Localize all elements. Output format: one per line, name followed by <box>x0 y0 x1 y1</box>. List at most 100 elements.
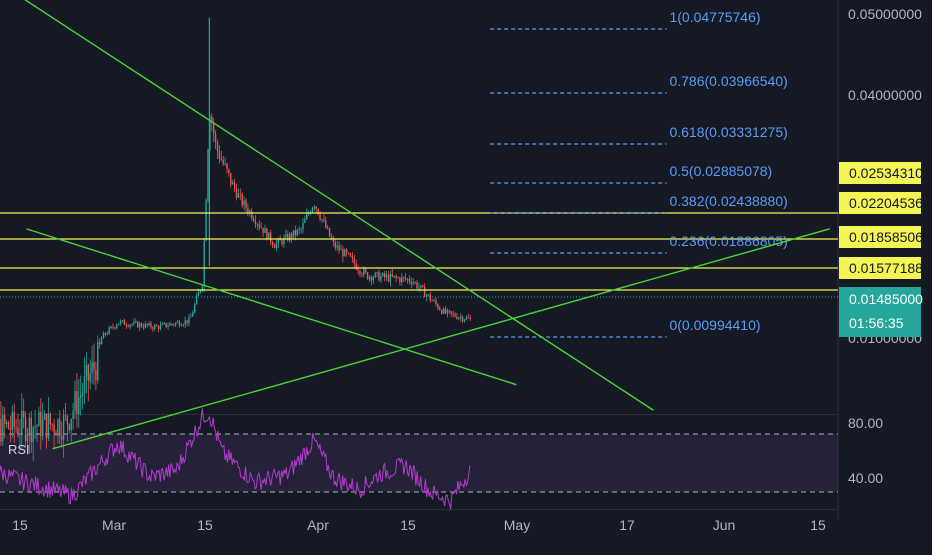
candle-body <box>152 327 154 329</box>
candle-body <box>345 249 348 253</box>
candle-body <box>429 294 431 301</box>
candle-body <box>155 325 158 327</box>
candle-body <box>178 321 181 326</box>
candle-body <box>287 234 289 241</box>
candle-body <box>399 277 401 283</box>
candle-body <box>110 326 112 328</box>
candle-body <box>119 321 122 324</box>
rsi-tick-label: 80.00 <box>848 415 883 431</box>
candle-body <box>7 422 10 429</box>
candle-body <box>433 300 435 302</box>
candle-body <box>311 207 314 213</box>
candle-body <box>114 327 116 329</box>
candle-body <box>176 321 179 323</box>
candle-body <box>258 224 260 227</box>
candle-body <box>19 433 21 436</box>
candle-body <box>408 278 411 282</box>
candle-body <box>382 273 384 277</box>
candle-body <box>47 413 50 439</box>
candle-body <box>245 200 247 208</box>
candle-body <box>216 141 219 152</box>
trendline[interactable] <box>52 228 830 450</box>
candle-body <box>363 269 365 275</box>
candle-body <box>334 242 336 248</box>
rsi-line[interactable] <box>0 408 471 510</box>
level-price-badge-label: 0.01577188 <box>849 260 923 276</box>
level-price-badge[interactable] <box>839 162 921 184</box>
candle-body <box>374 272 376 278</box>
candle-body <box>66 415 69 425</box>
trendline[interactable] <box>7 0 654 411</box>
candle-body <box>17 428 19 436</box>
trendline[interactable] <box>26 228 517 386</box>
candle-body <box>142 326 145 328</box>
candle-body <box>5 422 8 424</box>
candle-body <box>161 323 164 325</box>
candle-body <box>62 415 65 440</box>
candle-body <box>222 160 224 164</box>
candle-body <box>313 206 316 208</box>
candle-body <box>51 424 53 426</box>
candle-body <box>414 282 416 284</box>
candle-body <box>207 149 209 201</box>
level-price-badge[interactable] <box>839 192 921 214</box>
candle-body <box>24 417 27 442</box>
candle-body <box>463 319 466 321</box>
candle-body <box>256 224 259 226</box>
candle-body <box>268 232 270 239</box>
candle-body <box>0 418 2 442</box>
level-price-badge[interactable] <box>839 226 921 248</box>
candle-body <box>36 426 38 427</box>
candle-body <box>106 333 108 335</box>
current-price-badge[interactable] <box>839 287 921 337</box>
candle-body <box>446 310 449 314</box>
candle-body <box>201 285 203 290</box>
candle-body <box>228 169 230 174</box>
fib-level-label: 1(0.04775746) <box>669 9 760 25</box>
rsi-tick-label: 40.00 <box>848 470 883 486</box>
candle-body <box>13 411 15 427</box>
candle-body <box>249 210 251 213</box>
candle-body <box>95 369 97 381</box>
candle-body <box>195 295 198 305</box>
candle-body <box>338 245 340 251</box>
candle-body <box>83 376 86 393</box>
fib-level-label: 0.618(0.03331275) <box>669 124 787 140</box>
candle-body <box>74 391 76 411</box>
x-tick-label: Apr <box>307 517 329 533</box>
candle-body <box>247 207 249 213</box>
candle-body <box>45 413 48 439</box>
candle-body <box>328 228 331 237</box>
candle-body <box>395 275 397 278</box>
candle-body <box>262 227 264 233</box>
candle-body <box>239 193 241 195</box>
candle-body <box>182 324 184 326</box>
candle-body <box>368 276 371 279</box>
level-price-badge[interactable] <box>839 257 921 279</box>
candle-body <box>233 182 236 189</box>
candle-body <box>444 308 447 314</box>
candle-body <box>131 324 133 325</box>
countdown-label: 01:56:35 <box>849 315 904 331</box>
candle-body <box>340 248 342 251</box>
candle-body <box>302 222 304 230</box>
candle-body <box>108 327 110 334</box>
x-tick-label: 15 <box>197 517 213 533</box>
x-tick-label: Mar <box>102 517 126 533</box>
candle-body <box>273 245 276 249</box>
candle-body <box>296 229 298 236</box>
candle-body <box>104 332 107 335</box>
candle-body <box>97 342 99 381</box>
candle-body <box>336 245 338 248</box>
candle-body <box>190 316 192 318</box>
candle-body <box>85 365 88 377</box>
candle-body <box>70 418 72 431</box>
candle-body <box>300 229 302 230</box>
candle-body <box>192 312 194 317</box>
candle-body <box>173 324 175 326</box>
candle-body <box>344 249 346 257</box>
candle-body <box>372 277 374 281</box>
candle-body <box>55 432 57 436</box>
